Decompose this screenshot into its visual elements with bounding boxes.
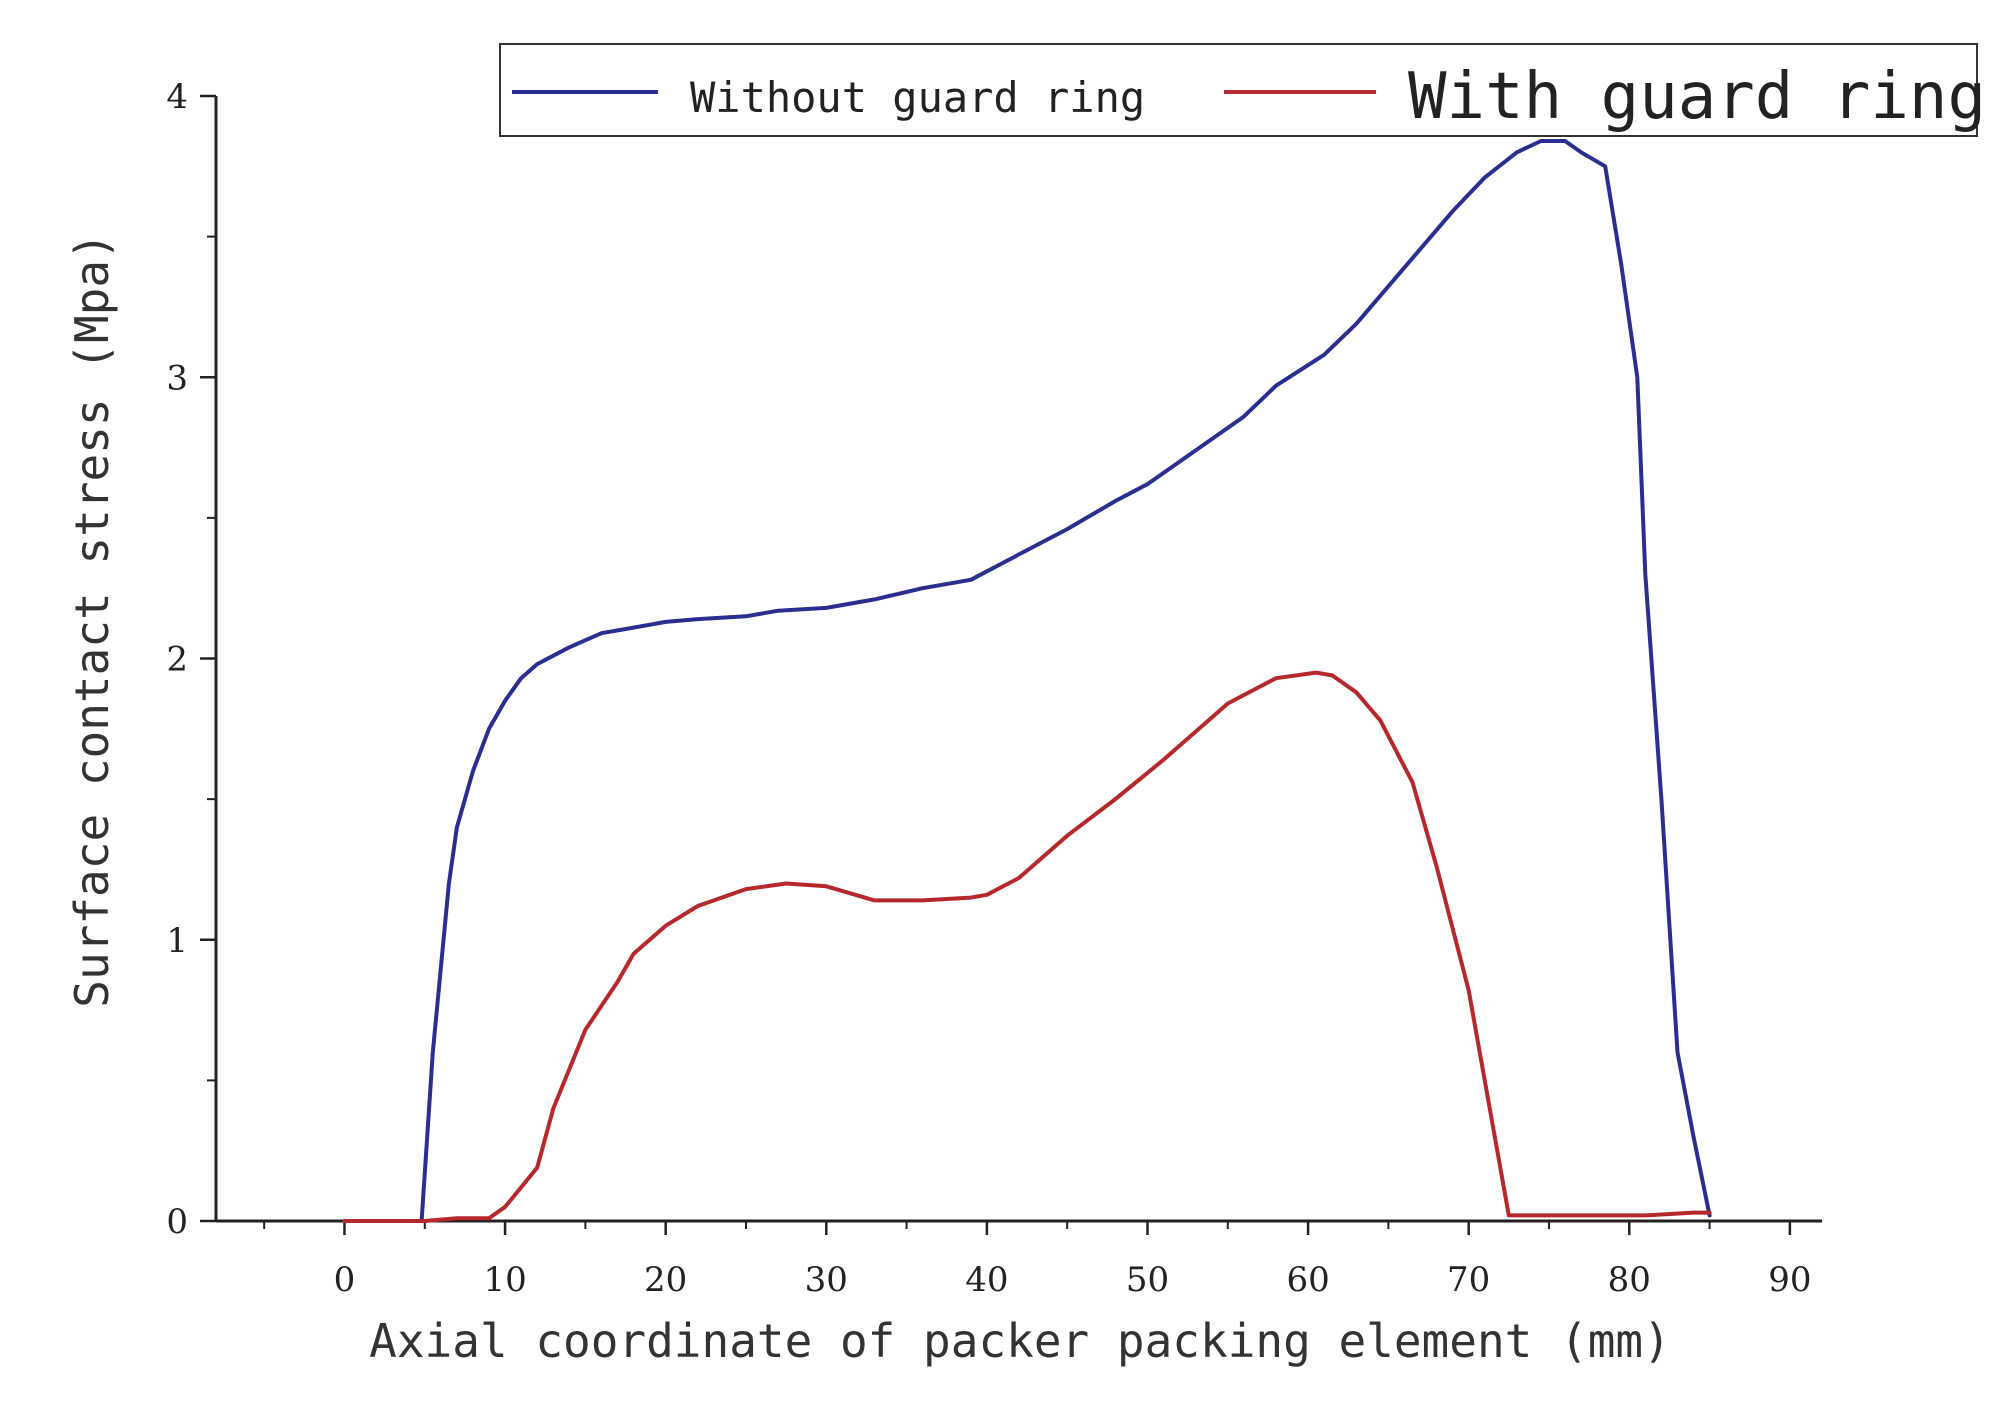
x-tick-label: 70 — [1447, 1260, 1490, 1300]
ticks: 0 10 20 30 40 50 60 70 80 90 0 1 2 3 4 — [166, 77, 1811, 1300]
x-tick-label: 30 — [805, 1260, 848, 1300]
series-line-with-guard-ring — [342, 670, 1712, 1223]
y-tick-label: 4 — [166, 77, 188, 117]
legend: Without guard ring With guard ring — [499, 43, 1986, 137]
x-tick-label: 50 — [1126, 1260, 1169, 1300]
y-tick-label: 1 — [166, 921, 188, 961]
x-tick-label: 40 — [965, 1260, 1008, 1300]
legend-label-with-guard-ring: With guard ring — [1408, 60, 1986, 134]
x-tick-label: 90 — [1768, 1260, 1811, 1300]
y-tick-label: 0 — [166, 1202, 188, 1242]
series-layer — [342, 139, 1712, 1223]
y-tick-label: 2 — [166, 640, 188, 680]
x-tick-label: 0 — [334, 1260, 356, 1300]
x-tick-label: 10 — [483, 1260, 526, 1300]
legend-label-without-guard-ring: Without guard ring — [690, 73, 1145, 122]
x-tick-label: 80 — [1608, 1260, 1651, 1300]
series-line-without-guard-ring — [342, 139, 1712, 1223]
y-tick-label: 3 — [166, 358, 188, 398]
y-axis-title: Surface contact stress (Mpa) — [65, 232, 119, 1007]
x-axis-title: Axial coordinate of packer packing eleme… — [369, 1314, 1671, 1368]
x-tick-label: 20 — [644, 1260, 687, 1300]
x-tick-label: 60 — [1286, 1260, 1329, 1300]
